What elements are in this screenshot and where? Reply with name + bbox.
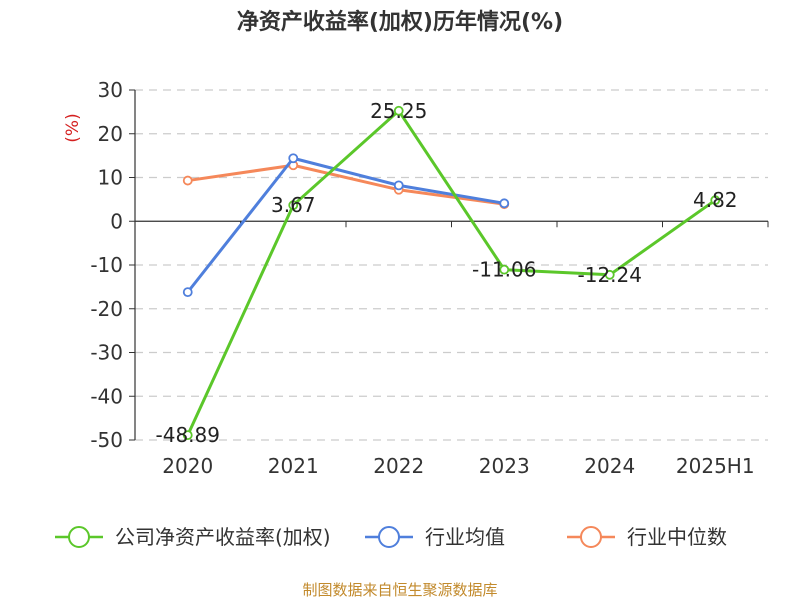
data-label: -12.24 — [578, 263, 642, 287]
series-line — [186, 156, 505, 294]
x-tick-label: 2022 — [373, 454, 424, 478]
series-line — [187, 163, 505, 206]
data-point[interactable] — [182, 430, 193, 441]
data-label: 25.25 — [370, 99, 427, 123]
legend-label: 行业均值 — [425, 525, 505, 549]
data-point[interactable] — [604, 269, 615, 280]
source-note: 制图数据来自恒生聚源数据库 — [302, 581, 498, 599]
legend-item[interactable]: 行业中位数 — [567, 525, 727, 549]
x-tick-label: 2024 — [584, 454, 635, 478]
legend-item[interactable]: 行业均值 — [365, 525, 505, 549]
legend-marker — [68, 526, 90, 548]
y-tick-label: 10 — [98, 166, 123, 190]
y-tick-label: 30 — [98, 78, 123, 102]
x-tick-label: 2023 — [479, 454, 530, 478]
gridlines — [135, 89, 768, 441]
data-point[interactable] — [182, 175, 193, 186]
data-label: -11.06 — [472, 258, 536, 282]
data-point[interactable] — [499, 264, 510, 275]
data-label: -48.89 — [156, 423, 220, 447]
axes: 30 20 10 0 -10 -20 -30 -40 -50 2020 2021 2022 2023 20… — [90, 78, 769, 478]
y-axis-unit-label: (%) — [63, 113, 83, 142]
data-point[interactable] — [710, 195, 721, 206]
chart-title: 净资产收益率(加权)历年情况(%) — [236, 10, 564, 35]
y-tick-label: -30 — [90, 341, 123, 365]
data-label: 4.82 — [693, 188, 738, 212]
legend-label: 行业中位数 — [627, 525, 727, 549]
y-tick-label: 20 — [98, 122, 123, 146]
legend-label: 公司净资产收益率(加权) — [115, 525, 331, 549]
data-point[interactable] — [288, 153, 299, 164]
legend[interactable]: 公司净资产收益率(加权) 行业均值 行业中位数 — [55, 525, 727, 549]
series-line — [186, 109, 717, 436]
data-point[interactable] — [288, 200, 299, 211]
y-tick-label: -40 — [90, 384, 123, 408]
x-tick-label: 2021 — [268, 454, 319, 478]
y-tick-label: -10 — [90, 253, 123, 277]
data-point[interactable] — [393, 105, 404, 116]
x-tick-label: 2020 — [162, 454, 213, 478]
series-lines — [182, 105, 721, 441]
x-tick-label: 2025H1 — [676, 454, 755, 478]
legend-marker — [378, 526, 400, 548]
data-point[interactable] — [499, 198, 510, 209]
data-point[interactable] — [182, 287, 193, 298]
y-tick-label: 0 — [110, 209, 123, 233]
legend-marker — [580, 526, 602, 548]
legend-item[interactable]: 公司净资产收益率(加权) — [55, 525, 331, 549]
data-point[interactable] — [393, 180, 404, 191]
data-labels: -48.89 3.67 25.25 -11.06 -12.24 4.82 — [156, 99, 738, 447]
y-tick-label: -20 — [90, 297, 123, 321]
data-label: 3.67 — [271, 193, 316, 217]
y-tick-label: -50 — [90, 428, 123, 452]
